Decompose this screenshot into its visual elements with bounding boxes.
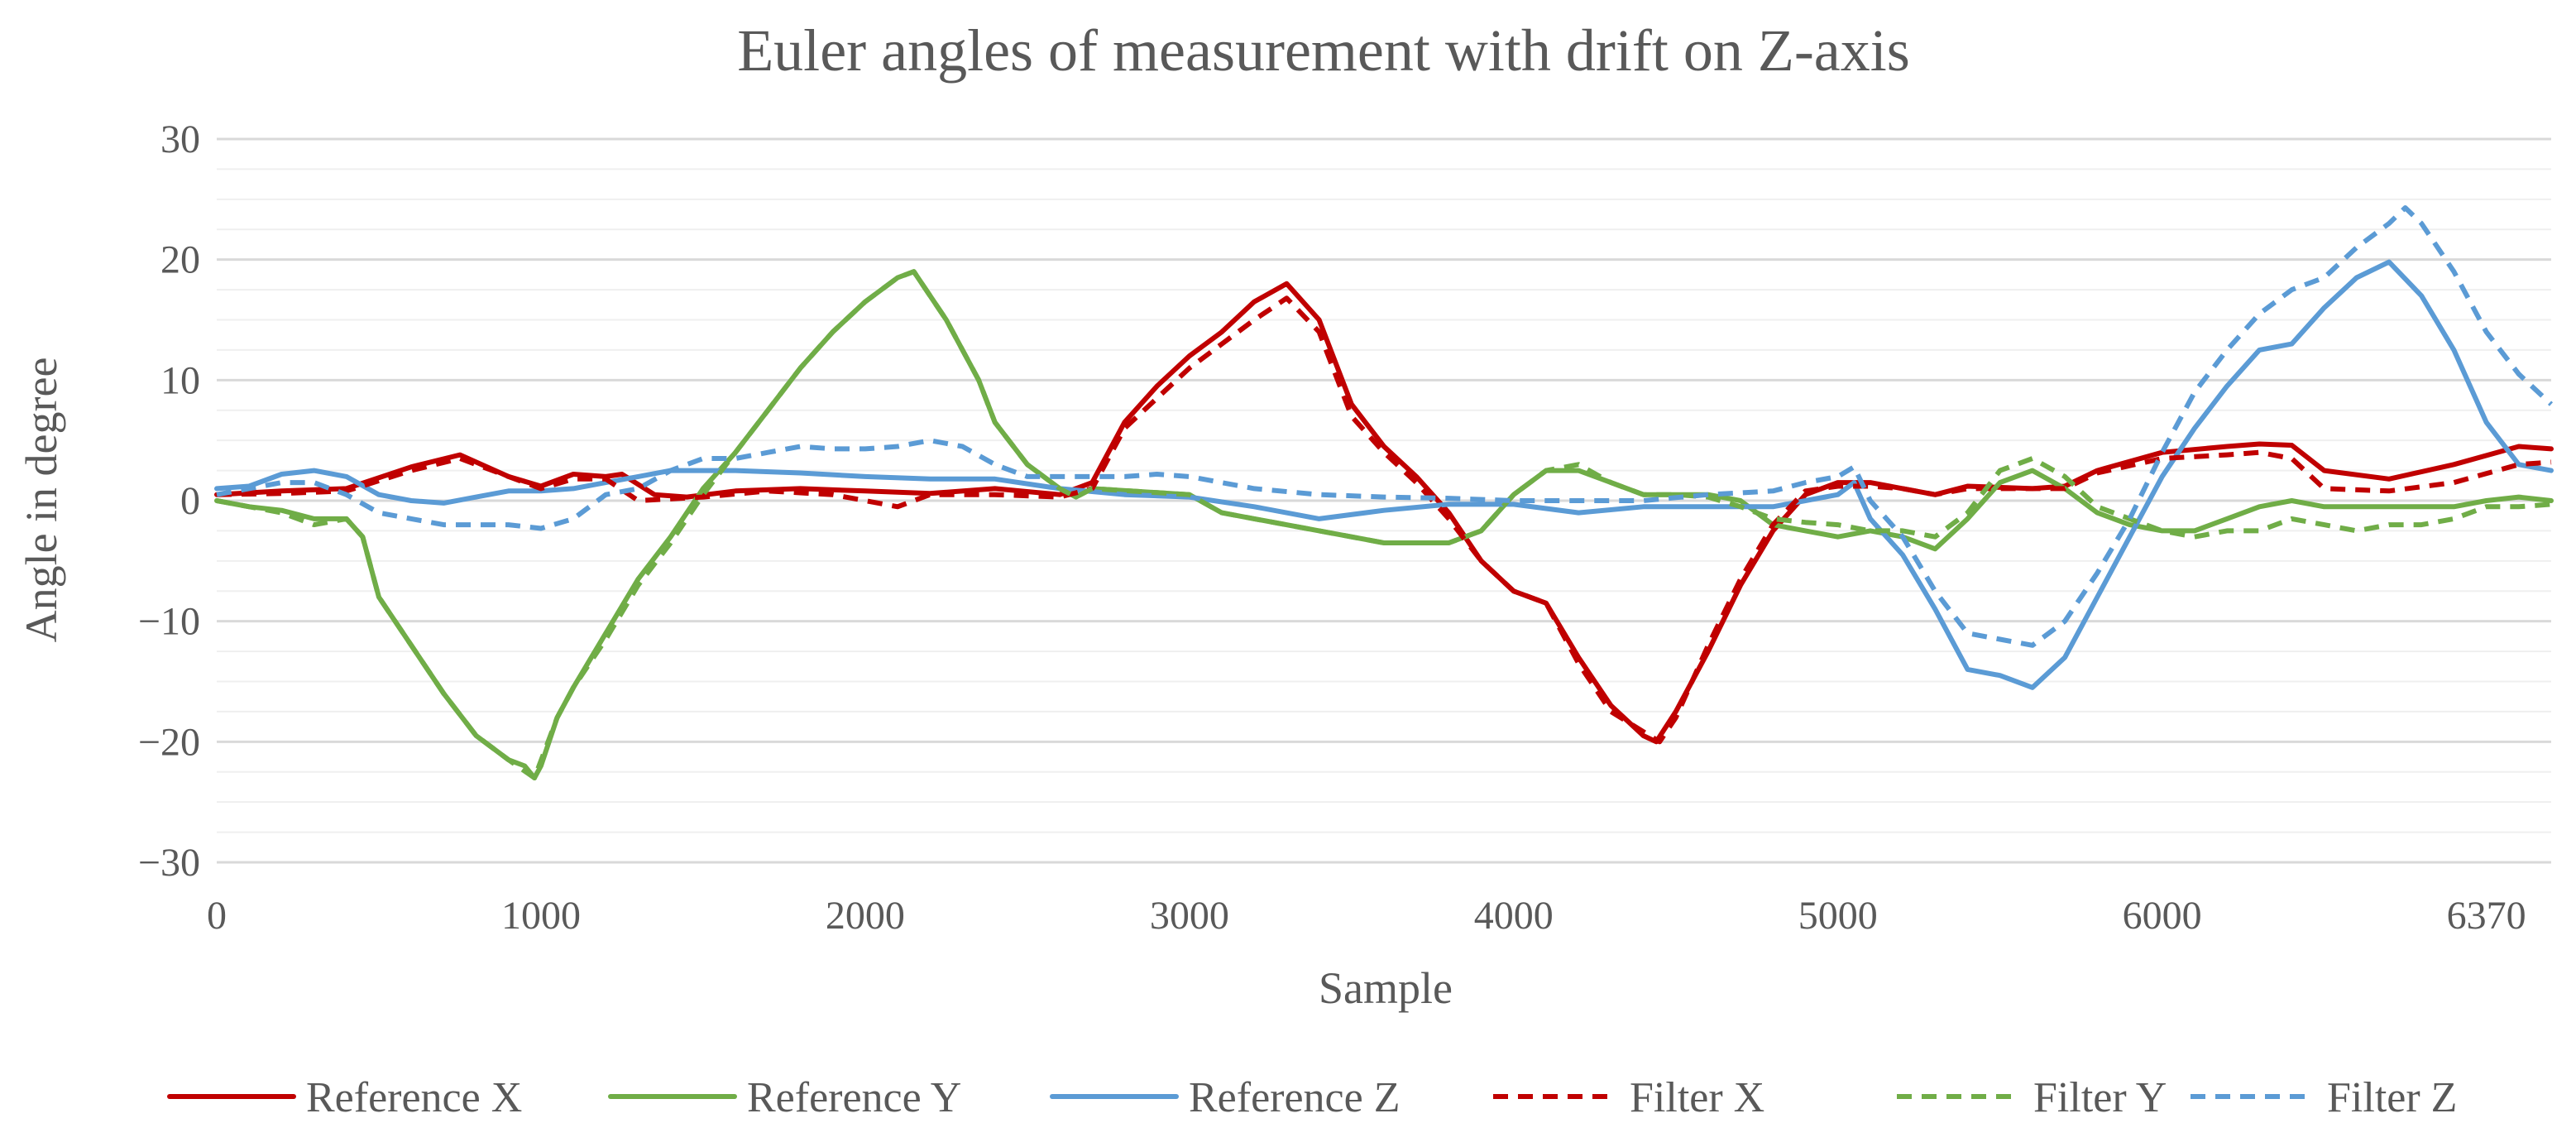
series-line-reference-y (214, 269, 2554, 780)
y-tick-label: −30 (138, 841, 200, 885)
legend-label: Filter X (1630, 1074, 1764, 1121)
legend-label: Reference Y (747, 1074, 961, 1121)
legend-label: Filter Y (2033, 1074, 2167, 1121)
x-tick-label: 3000 (1150, 894, 1229, 938)
x-axis-ticks: 0 1000 2000 3000 4000 5000 6000 6370 (207, 894, 2526, 938)
gridlines (217, 137, 2551, 864)
y-tick-label: 0 (180, 479, 200, 523)
x-axis-label: Sample (1319, 963, 1453, 1013)
series-line-filter-y (216, 269, 2552, 780)
y-tick-label: 30 (160, 118, 200, 161)
series-lines (214, 205, 2554, 780)
x-tick-label: 5000 (1798, 894, 1878, 938)
x-tick-label: 2000 (826, 894, 905, 938)
x-tick-label: 0 (207, 894, 227, 938)
x-tick-label: 4000 (1474, 894, 1554, 938)
y-axis-label: Angle in degree (17, 358, 66, 643)
y-tick-label: −20 (138, 720, 200, 764)
x-tick-label: 6370 (2447, 894, 2526, 938)
y-tick-label: 10 (160, 358, 200, 402)
y-tick-label: −10 (138, 600, 200, 644)
y-axis-ticks: 30 20 10 0 −10 −20 −30 (138, 118, 200, 885)
legend-label: Filter Z (2327, 1074, 2457, 1121)
chart-title: Euler angles of measurement with drift o… (737, 17, 1910, 84)
y-tick-label: 20 (160, 238, 200, 282)
x-tick-label: 6000 (2123, 894, 2202, 938)
legend-label: Reference Z (1189, 1074, 1400, 1121)
x-tick-label: 1000 (501, 894, 581, 938)
series-line-filter-z (216, 205, 2554, 648)
legend-label: Reference X (306, 1074, 522, 1121)
series-line-reference-z (214, 259, 2554, 690)
series-line-filter-x (216, 295, 2552, 745)
legend: Reference X Reference Y Reference Z Filter … (167, 1074, 2457, 1121)
